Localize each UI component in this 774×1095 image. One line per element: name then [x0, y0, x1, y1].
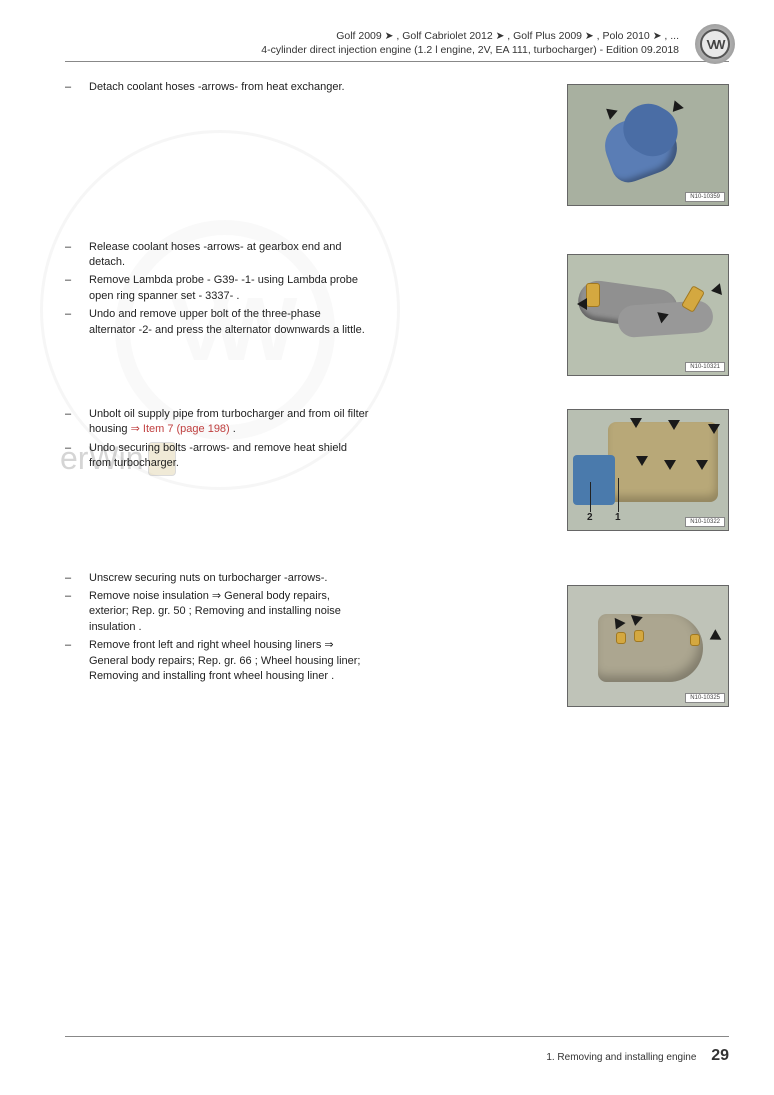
figure-n10-10321: N10-10321 — [567, 254, 729, 376]
callout-1: 1 — [615, 512, 621, 523]
footer-section: 1. Removing and installing engine — [546, 1052, 696, 1063]
page-number: 29 — [711, 1047, 729, 1064]
step-item: – Remove Lambda probe - G39- -1- using L… — [65, 273, 370, 304]
page-header: Golf 2009 ➤ , Golf Cabriolet 2012 ➤ , Go… — [65, 30, 729, 62]
step-item: – Unscrew securing nuts on turbocharger … — [65, 571, 370, 586]
figure-label: N10-10321 — [685, 362, 725, 372]
figure-label: N10-10359 — [685, 192, 725, 202]
figure-label: N10-10325 — [685, 693, 725, 703]
callout-2: 2 — [587, 512, 593, 523]
xref-link[interactable]: ⇒ Item 7 (page 198) — [131, 423, 230, 435]
figure-n10-10322: 1 2 N10-10322 — [567, 409, 729, 531]
step-item: – Undo and remove upper bolt of the thre… — [65, 307, 370, 338]
figure-n10-10359: N10-10359 — [567, 84, 729, 206]
figure-n10-10325: N10-10325 — [567, 585, 729, 707]
step-item: – Undo securing bolts -arrows- and remov… — [65, 441, 370, 472]
step-item: – Remove noise insulation ⇒ General body… — [65, 589, 370, 635]
figure-label: N10-10322 — [685, 517, 725, 527]
step-item: – Unbolt oil supply pipe from turbocharg… — [65, 407, 370, 438]
page-footer: 1. Removing and installing engine 29 — [65, 1036, 729, 1065]
step-item: – Remove front left and right wheel hous… — [65, 638, 370, 684]
vw-logo: VW — [695, 24, 735, 64]
header-models: Golf 2009 ➤ , Golf Cabriolet 2012 ➤ , Go… — [65, 30, 679, 44]
step-item: – Release coolant hoses -arrows- at gear… — [65, 240, 370, 271]
header-engine: 4-cylinder direct injection engine (1.2 … — [65, 44, 679, 58]
